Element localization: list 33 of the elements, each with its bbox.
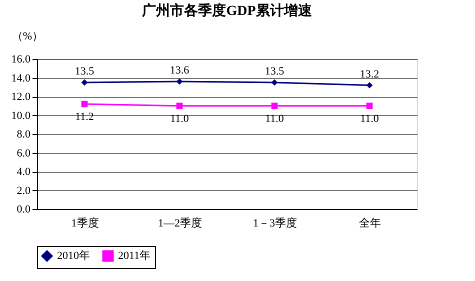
point [271,102,278,110]
y-tick-label: 0.0 [16,204,31,216]
legend-label: 2011年 [118,250,151,262]
point [81,79,88,86]
y-tick-label: 4.0 [16,166,31,178]
data-label: 13.5 [74,65,95,78]
x-tick-label: 1－3季度 [253,216,297,230]
data-label: 11.0 [170,112,190,125]
data-label: 13.2 [360,68,380,80]
y-tick-label: 10.0 [11,110,31,122]
y-tick-label: 8.0 [16,128,31,140]
point [176,78,183,85]
y-tick-label: 12.0 [11,91,31,103]
point [176,102,183,110]
point [271,79,278,86]
legend-label: 2010年 [57,250,90,262]
y-tick-label: 16.0 [11,54,31,66]
data-label: 13.5 [264,65,285,78]
x-tick-label: 全年 [359,218,381,230]
data-label: 13.6 [170,64,190,76]
point [81,100,88,108]
data-label: 11.2 [75,111,94,123]
chart-title: 广州市各季度GDP累计增速 [141,2,313,19]
y-tick-label: 14.0 [11,72,31,84]
x-tick-label: 1—2季度 [158,216,202,230]
point [366,82,373,88]
y-tick-label: 2.0 [16,184,31,197]
data-label: 11.0 [360,112,380,125]
data-label: 11.0 [265,112,284,125]
y-tick-label: 6.0 [16,147,31,160]
x-tick-label: 1季度 [71,216,99,230]
point [366,102,373,110]
y-axis-title: （%） [12,30,44,42]
